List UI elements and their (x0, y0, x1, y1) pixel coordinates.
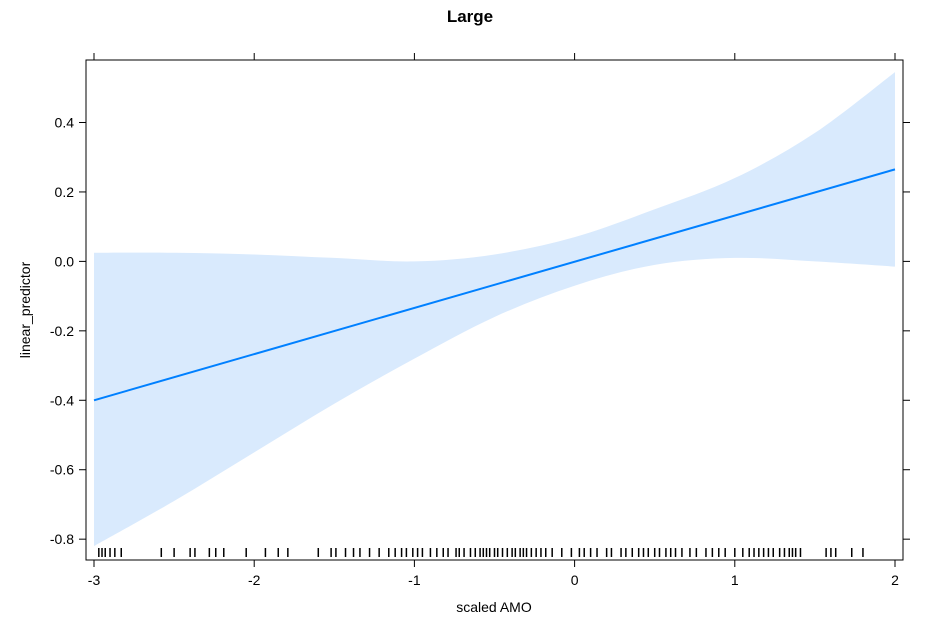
x-tick-label: -3 (88, 572, 101, 588)
confidence-band (94, 72, 895, 547)
y-tick-label: -0.6 (50, 462, 74, 478)
x-tick-label: 0 (571, 572, 579, 588)
x-axis-label: scaled AMO (456, 599, 532, 615)
x-tick-label: -2 (248, 572, 261, 588)
line-layer (93, 168, 896, 402)
y-tick-label: 0.0 (55, 253, 75, 269)
y-tick-label: -0.2 (50, 323, 74, 339)
y-tick-label: -0.4 (50, 392, 74, 408)
y-tick-label: 0.2 (55, 184, 75, 200)
fit-line (93, 168, 896, 402)
axes-layer: -3 -2 -1 0 1 2 -0.8 -0.6 -0.4 -0.2 0.0 0.2 0.4 (50, 53, 910, 588)
y-tick-label: -0.8 (50, 531, 74, 547)
chart-title: Large (447, 7, 493, 26)
y-tick-label: 0.4 (55, 115, 75, 131)
y-axis-label: linear_predictor (17, 261, 33, 358)
confidence-band-layer (94, 72, 895, 547)
rug-layer (98, 548, 864, 557)
x-tick-label: 2 (891, 572, 899, 588)
x-tick-label: 1 (731, 572, 739, 588)
x-tick-label: -1 (408, 572, 421, 588)
plot-frame (85, 59, 904, 561)
